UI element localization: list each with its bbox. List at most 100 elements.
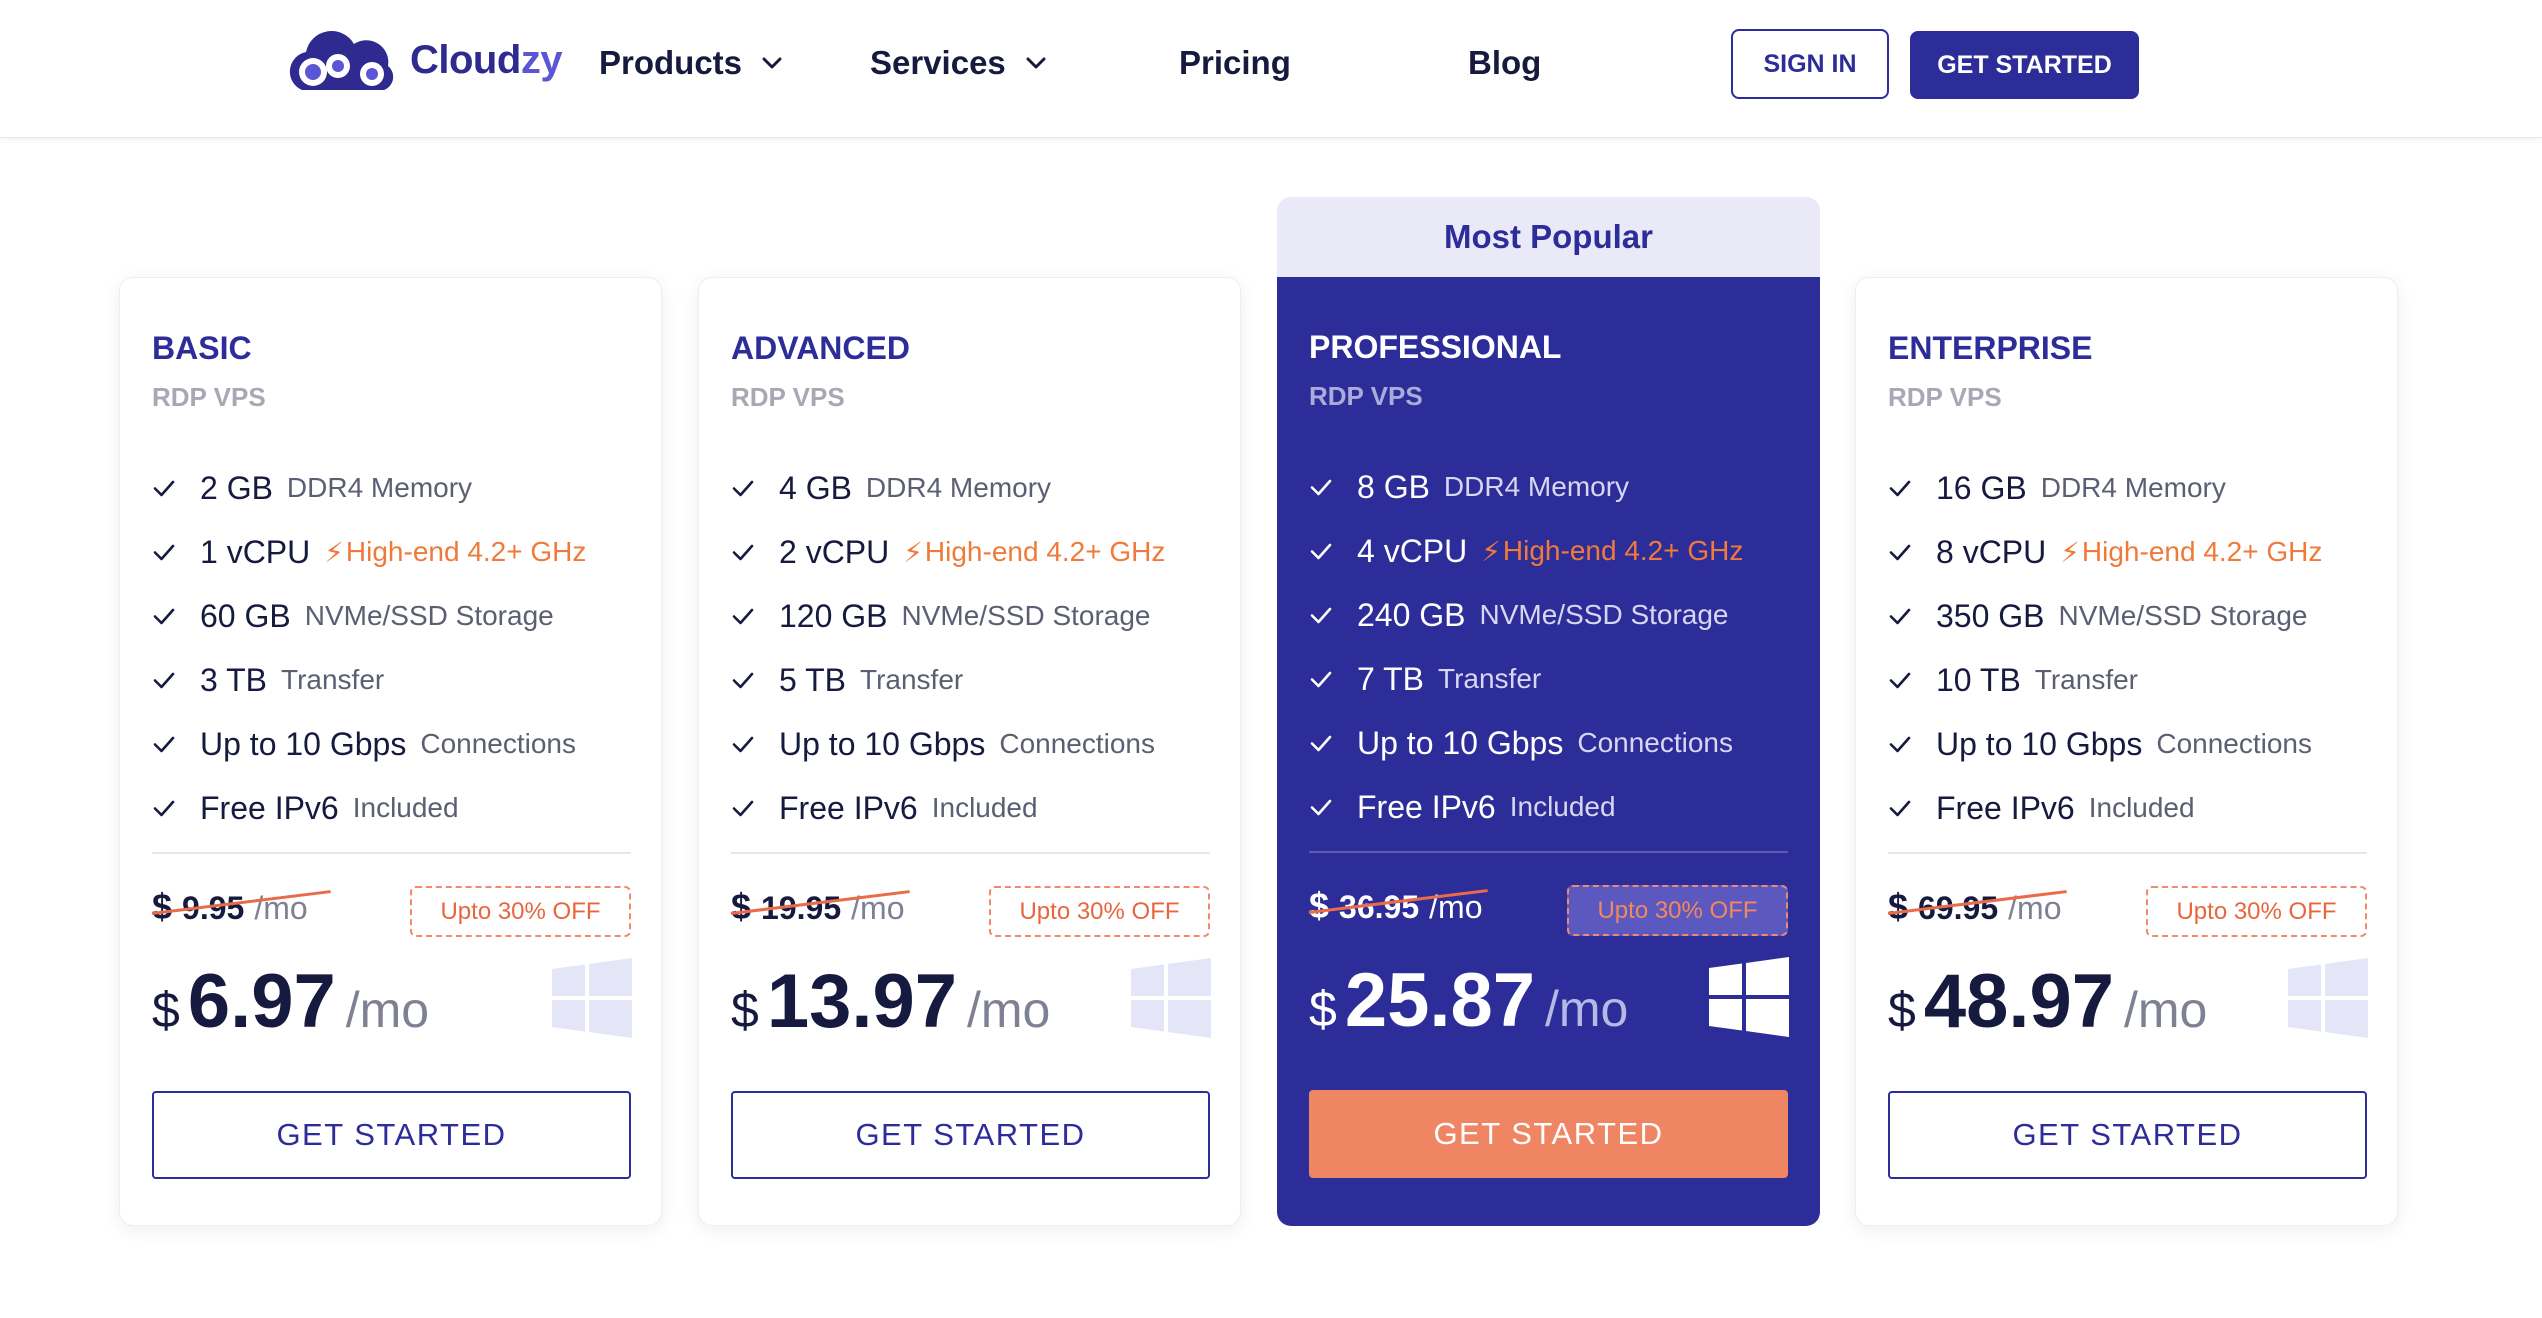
feature-label: Connections xyxy=(420,728,576,759)
bolt-icon: ⚡ xyxy=(903,536,923,568)
feature-value: 16 GB xyxy=(1936,469,2027,506)
price-period: /mo xyxy=(967,982,1051,1038)
feature-value: 1 vCPU xyxy=(200,533,311,570)
check-icon xyxy=(153,800,175,817)
feature-item: 7 TB Transfer xyxy=(1309,647,1743,711)
feature-value: Free IPv6 xyxy=(200,789,339,826)
feature-value: Free IPv6 xyxy=(1357,788,1496,825)
feature-label: Transfer xyxy=(860,664,964,695)
feature-value: Free IPv6 xyxy=(779,789,918,826)
get-started-button[interactable]: GET STARTED xyxy=(1309,1090,1788,1178)
bolt-icon: ⚡ xyxy=(1481,535,1501,567)
header-get-started-button[interactable]: GET STARTED xyxy=(1910,31,2139,99)
chevron-down-icon xyxy=(1026,57,1046,69)
feature-item: 16 GB DDR4 Memory xyxy=(1888,456,2322,520)
bolt-icon: ⚡ xyxy=(324,536,344,568)
old-currency: $ xyxy=(1309,885,1330,926)
currency-symbol: $ xyxy=(1888,982,1916,1038)
feature-label: Connections xyxy=(2156,728,2312,759)
check-icon xyxy=(1310,543,1332,560)
currency-symbol: $ xyxy=(731,982,759,1038)
feature-item: 10 TB Transfer xyxy=(1888,648,2322,712)
original-price: $ 9.95 /mo xyxy=(151,886,331,928)
feature-label: DDR4 Memory xyxy=(286,472,473,503)
currency-symbol: $ xyxy=(1309,981,1337,1037)
feature-item: 1 vCPU ⚡ High-end 4.2+ GHz xyxy=(152,520,586,584)
check-icon xyxy=(732,480,754,497)
feature-item: Free IPv6 Included xyxy=(1309,775,1743,839)
feature-label: NVMe/SSD Storage xyxy=(1479,599,1729,630)
windows-icon xyxy=(552,958,632,1038)
nav-pricing[interactable]: Pricing xyxy=(1179,44,1291,82)
plan-card-enterprise: ENTERPRISE RDP VPS 16 GB DDR4 Memory 8 vCPU ⚡… xyxy=(1855,277,2398,1226)
feature-highlight: High-end 4.2+ GHz xyxy=(1502,535,1744,566)
nav-label: Pricing xyxy=(1179,44,1291,81)
check-icon xyxy=(1889,672,1911,689)
check-icon xyxy=(1889,800,1911,817)
feature-value: 5 TB xyxy=(779,661,846,698)
cloud-logo-icon xyxy=(289,31,394,90)
nav-blog[interactable]: Blog xyxy=(1468,44,1541,82)
price-period: /mo xyxy=(345,982,430,1038)
feature-label: Included xyxy=(2088,792,2195,823)
feature-value: Up to 10 Gbps xyxy=(1936,725,2143,762)
feature-item: 3 TB Transfer xyxy=(152,648,586,712)
nav-services[interactable]: Services xyxy=(870,44,1048,82)
feature-value: 8 vCPU xyxy=(1936,533,2047,570)
chevron-down-icon xyxy=(762,57,782,69)
feature-value: 2 vCPU xyxy=(779,533,890,570)
price-amount: 48.97 xyxy=(1923,959,2114,1044)
plan-name: ADVANCED xyxy=(731,330,910,366)
get-started-button[interactable]: GET STARTED xyxy=(731,1091,1210,1179)
feature-item: 240 GB NVMe/SSD Storage xyxy=(1309,583,1743,647)
plan-subtitle: RDP VPS xyxy=(1888,382,2002,412)
feature-value: 60 GB xyxy=(200,597,291,634)
check-icon xyxy=(1310,607,1332,624)
feature-highlight: High-end 4.2+ GHz xyxy=(345,536,587,567)
feature-item: 2 GB DDR4 Memory xyxy=(152,456,586,520)
feature-value: 4 vCPU xyxy=(1357,532,1468,569)
feature-value: 120 GB xyxy=(779,597,888,634)
check-icon xyxy=(153,544,175,561)
feature-item: Up to 10 Gbps Connections xyxy=(1888,712,2322,776)
plan-card-basic: BASIC RDP VPS 2 GB DDR4 Memory 1 vCPU ⚡ High-e… xyxy=(119,277,662,1226)
feature-label: Included xyxy=(352,792,459,823)
logo-text: Cloudzy xyxy=(410,37,563,82)
feature-item: Free IPv6 Included xyxy=(1888,776,2322,840)
check-icon xyxy=(732,736,754,753)
logo[interactable]: Cloudzy xyxy=(280,20,563,100)
plan-subtitle: RDP VPS xyxy=(731,382,845,412)
feature-item: Up to 10 Gbps Connections xyxy=(1309,711,1743,775)
feature-item: Free IPv6 Included xyxy=(731,776,1165,840)
check-icon xyxy=(732,672,754,689)
bolt-icon: ⚡ xyxy=(2060,536,2080,568)
original-price: $ 19.95 /mo xyxy=(730,886,910,928)
check-icon xyxy=(1310,735,1332,752)
feature-label: Transfer xyxy=(281,664,385,695)
current-price: $13.97/mo xyxy=(731,958,1050,1045)
feature-label: Connections xyxy=(1577,727,1733,758)
feature-item: 4 vCPU ⚡ High-end 4.2+ GHz xyxy=(1309,519,1743,583)
feature-highlight: High-end 4.2+ GHz xyxy=(924,536,1166,567)
feature-item: 5 TB Transfer xyxy=(731,648,1165,712)
feature-label: Transfer xyxy=(1438,663,1542,694)
get-started-button[interactable]: GET STARTED xyxy=(1888,1091,2367,1179)
divider xyxy=(1309,851,1788,853)
feature-item: 8 vCPU ⚡ High-end 4.2+ GHz xyxy=(1888,520,2322,584)
sign-in-button[interactable]: SIGN IN xyxy=(1731,29,1889,99)
feature-value: Free IPv6 xyxy=(1936,789,2075,826)
feature-value: 8 GB xyxy=(1357,468,1430,505)
discount-badge: Upto 30% OFF xyxy=(2146,886,2367,937)
feature-label: DDR4 Memory xyxy=(865,472,1052,503)
price-period: /mo xyxy=(1545,981,1629,1037)
feature-list: 8 GB DDR4 Memory 4 vCPU ⚡ High-end 4.2+ GHz 2… xyxy=(1309,455,1743,839)
feature-label: NVMe/SSD Storage xyxy=(2058,600,2308,631)
price-amount: 6.97 xyxy=(187,959,336,1044)
get-started-button[interactable]: GET STARTED xyxy=(152,1091,631,1179)
feature-list: 16 GB DDR4 Memory 8 vCPU ⚡ High-end 4.2+ GHz… xyxy=(1888,456,2322,840)
nav-products[interactable]: Products xyxy=(599,44,784,82)
feature-item: 4 GB DDR4 Memory xyxy=(731,456,1165,520)
check-icon xyxy=(732,544,754,561)
price-amount: 13.97 xyxy=(766,959,957,1044)
old-currency: $ xyxy=(1888,886,1909,927)
